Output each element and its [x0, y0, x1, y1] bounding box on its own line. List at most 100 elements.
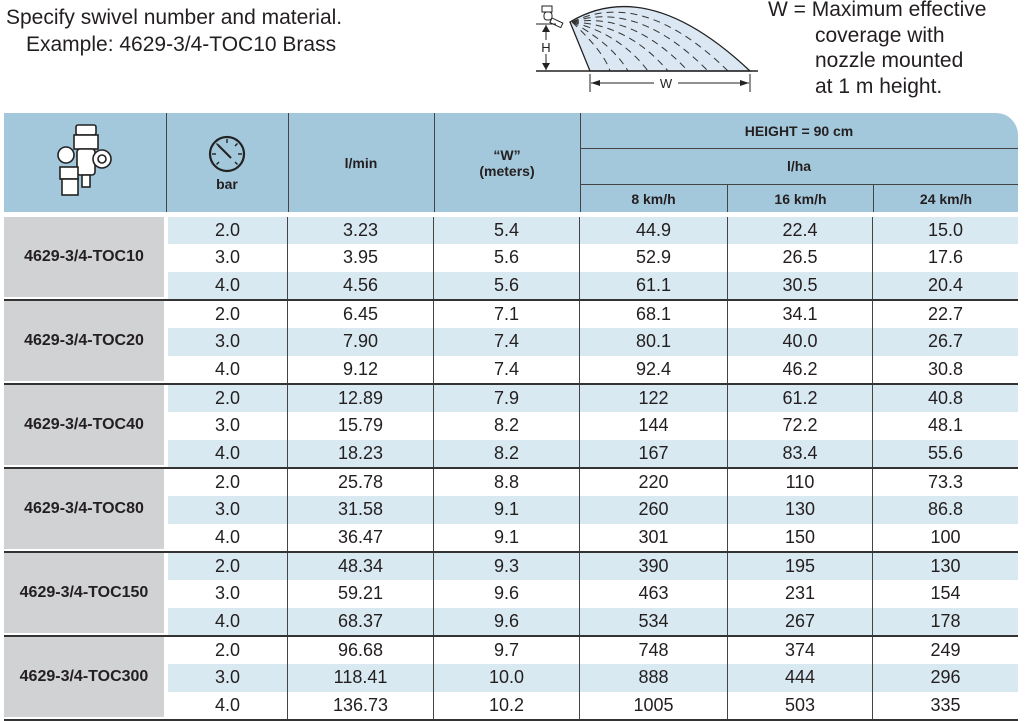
cell-lha-16kmh: 130: [728, 496, 873, 524]
cell-bar: 3.0: [168, 412, 288, 440]
cell-bar: 2.0: [168, 553, 288, 581]
cell-w: 7.1: [434, 301, 580, 329]
model-group: 4629-3/4-TOC10 2.0 3.23 5.4 44.9 22.4 15.0 3.0 3…: [4, 217, 1018, 301]
cell-bar: 2.0: [168, 637, 288, 665]
cell-lha-16kmh: 46.2: [728, 355, 873, 383]
cell-lha-24kmh: 130: [930, 556, 961, 577]
table-row: 3.0 118.41 10.0 888 444 296: [168, 664, 1018, 692]
cell-bar: 2.0: [168, 469, 288, 497]
cell-lmin: 48.34: [288, 553, 434, 581]
cell-w: 9.1: [434, 496, 580, 524]
cell-w: 5.6: [434, 244, 580, 272]
cell-w: 8.8: [434, 469, 580, 497]
cell-lha-8kmh: 80.1: [580, 328, 728, 356]
w-definition-line-3: nozzle mounted: [815, 49, 964, 72]
cell-w: 10.2: [434, 691, 580, 719]
header-product-image: [4, 113, 167, 212]
cell-lha-16kmh: 61.2: [728, 385, 873, 413]
cell-lha-16kmh: 22.4: [728, 217, 873, 245]
cell-lha-16kmh: 444: [728, 664, 873, 692]
cell-lmin: 7.90: [288, 328, 434, 356]
header-height: HEIGHT = 90 cm: [580, 113, 1018, 149]
model-group: 4629-3/4-TOC150 2.0 48.34 9.3 390 195 130 3.0 59…: [4, 553, 1018, 637]
cell-w: 5.4: [434, 217, 580, 245]
table-row: 4.0 36.47 9.1 301 150 100: [168, 523, 1018, 551]
intro-example: Example: 4629-3/4-TOC10 Brass: [26, 33, 337, 56]
cell-lha-16kmh: 40.0: [728, 328, 873, 356]
table-row: 4.0 4.56 5.6 61.1 30.5 20.4: [168, 271, 1018, 299]
table-row: 3.0 3.95 5.6 52.9 26.5 17.6: [168, 244, 1018, 272]
header-lmin: l/min: [288, 113, 435, 212]
header-w: “W” (meters): [434, 113, 581, 212]
cell-lha-16kmh: 110: [728, 469, 873, 497]
header-speed-24: 24 km/h: [919, 190, 973, 207]
table-row: 2.0 6.45 7.1 68.1 34.1 22.7: [168, 301, 1018, 329]
cell-lmin: 9.12: [288, 355, 434, 383]
spray-coverage-diagram: H W: [536, 5, 758, 92]
cell-bar: 2.0: [168, 385, 288, 413]
pressure-gauge-icon: [208, 135, 246, 172]
table-row: 4.0 136.73 10.2 1005 503 335: [168, 691, 1018, 719]
cell-lha-16kmh: 83.4: [728, 439, 873, 467]
cell-lmin: 31.58: [288, 496, 434, 524]
cell-w: 5.6: [434, 271, 580, 299]
cell-lha-24kmh: 22.7: [927, 304, 964, 325]
cell-lha-24kmh: 296: [930, 667, 961, 688]
table-row: 3.0 15.79 8.2 144 72.2 48.1: [168, 412, 1018, 440]
table-row: 2.0 3.23 5.4 44.9 22.4 15.0: [168, 217, 1018, 245]
cell-w: 7.9: [434, 385, 580, 413]
cell-lha-16kmh: 267: [728, 607, 873, 635]
cell-lha-16kmh: 231: [728, 580, 873, 608]
cell-bar: 4.0: [168, 355, 288, 383]
w-definition-line-4: at 1 m height.: [815, 74, 943, 98]
table-row: 3.0 7.90 7.4 80.1 40.0 26.7: [168, 328, 1018, 356]
cell-lha-16kmh: 34.1: [728, 301, 873, 329]
model-name: 4629-3/4-TOC80: [4, 469, 164, 549]
cell-bar: 4.0: [168, 607, 288, 635]
header-bar-label: bar: [216, 175, 238, 192]
cell-bar: 3.0: [168, 328, 288, 356]
header-w-label: “W”: [493, 146, 521, 163]
cell-lmin: 36.47: [288, 523, 434, 551]
cell-lha-16kmh: 30.5: [728, 271, 873, 299]
header-speed-8: 8 km/h: [580, 185, 728, 212]
nozzle-icon: [541, 5, 564, 29]
cell-lha-24kmh: 30.8: [927, 358, 964, 379]
cell-lha-24kmh: 335: [930, 694, 961, 715]
cell-lmin: 59.21: [288, 580, 434, 608]
cell-lha-8kmh: 301: [580, 523, 728, 551]
intro-line-1: Specify swivel number and material.: [6, 6, 343, 29]
cell-bar: 4.0: [168, 523, 288, 551]
cell-w: 10.0: [434, 664, 580, 692]
model-group: 4629-3/4-TOC40 2.0 12.89 7.9 122 61.2 40.8 3.0 1…: [4, 385, 1018, 469]
cell-lha-24kmh: 100: [930, 526, 961, 547]
cell-lha-24kmh: 40.8: [927, 388, 964, 409]
model-name: 4629-3/4-TOC150: [4, 553, 164, 633]
table-row: 3.0 59.21 9.6 463 231 154: [168, 580, 1018, 608]
cell-w: 7.4: [434, 328, 580, 356]
cell-lha-24kmh: 86.8: [927, 499, 964, 520]
cell-lha-8kmh: 534: [580, 607, 728, 635]
cell-lha-8kmh: 748: [580, 637, 728, 665]
cell-lha-24kmh: 15.0: [927, 220, 964, 241]
cell-lha-16kmh: 72.2: [728, 412, 873, 440]
cell-w: 9.3: [434, 553, 580, 581]
model-name: 4629-3/4-TOC300: [4, 637, 164, 717]
h-label: H: [541, 40, 550, 55]
cell-lha-24kmh: 48.1: [927, 415, 964, 436]
cell-lha-8kmh: 122: [580, 385, 728, 413]
model-name: 4629-3/4-TOC40: [4, 385, 164, 465]
cell-lmin: 68.37: [288, 607, 434, 635]
intro-text: Specify swivel number and material. Exam…: [6, 4, 342, 58]
cell-bar: 4.0: [168, 271, 288, 299]
cell-lha-24kmh: 17.6: [927, 247, 964, 268]
cell-bar: 2.0: [168, 217, 288, 245]
cell-lha-16kmh: 374: [728, 637, 873, 665]
cell-lha-24kmh: 20.4: [927, 274, 964, 295]
cell-lmin: 136.73: [288, 691, 434, 719]
cell-lha-24kmh: 73.3: [927, 472, 964, 493]
cell-bar: 3.0: [168, 244, 288, 272]
model-group: 4629-3/4-TOC20 2.0 6.45 7.1 68.1 34.1 22.7 3.0 7…: [4, 301, 1018, 385]
model-name: 4629-3/4-TOC10: [4, 217, 164, 297]
cell-lha-24kmh: 249: [930, 640, 961, 661]
